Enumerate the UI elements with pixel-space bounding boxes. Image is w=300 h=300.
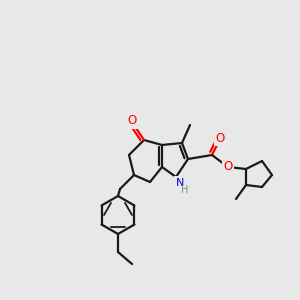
Text: H: H (181, 185, 189, 195)
Text: O: O (128, 115, 136, 128)
Text: O: O (215, 131, 225, 145)
Text: N: N (176, 178, 184, 188)
Text: O: O (224, 160, 232, 173)
